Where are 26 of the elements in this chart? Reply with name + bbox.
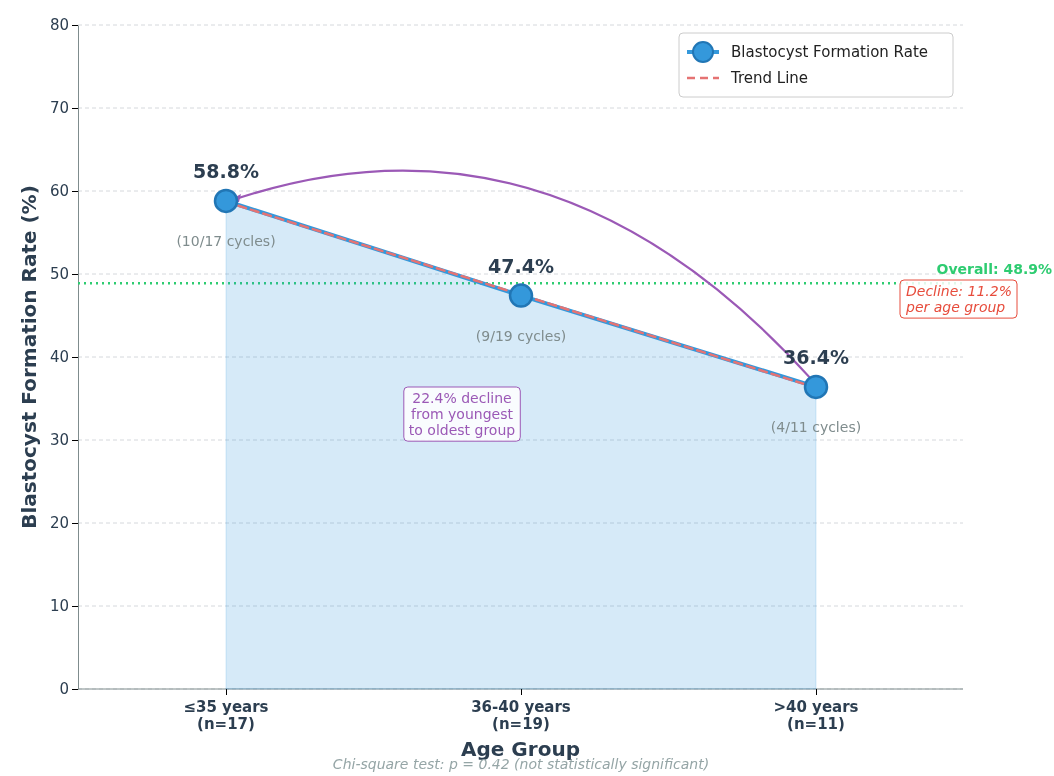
point xyxy=(508,283,534,308)
x-tick-label: >40 years (n=11) xyxy=(773,698,859,734)
annotation: (9/19 cycles) xyxy=(475,327,567,344)
y-tick-label: 50 xyxy=(49,265,69,284)
y-tick-label: 0 xyxy=(59,680,69,699)
ref-line-label: Overall: 48.9% xyxy=(936,261,1052,278)
annotation: (10/17 cycles) xyxy=(176,232,276,249)
data-label: 58.8% xyxy=(193,159,259,182)
point xyxy=(213,188,239,214)
y-tick-label: 20 xyxy=(49,514,69,533)
annotation: (4/11 cycles) xyxy=(770,418,862,435)
annotation: 22.4% decline from youngest to oldest group xyxy=(408,390,516,439)
y-tick-label: 60 xyxy=(49,182,69,201)
y-tick-label: 30 xyxy=(49,431,69,450)
y-tick-label: 70 xyxy=(49,99,69,118)
y-tick-label: 10 xyxy=(49,597,69,616)
point xyxy=(803,374,829,400)
y-tick-label: 40 xyxy=(49,348,69,367)
x-tick-label: 36-40 years (n=19) xyxy=(471,698,571,734)
legend-label: Trend Line xyxy=(730,69,809,87)
legend-label: Blastocyst Formation Rate xyxy=(731,43,928,61)
annotation: Decline: 11.2% per age group xyxy=(905,283,1012,316)
y-axis-title: Blastocyst Formation Rate (%) xyxy=(17,185,41,529)
x-tick-label: ≤35 years (n=17) xyxy=(183,698,269,734)
data-label: 47.4% xyxy=(488,254,554,277)
y-tick-label: 80 xyxy=(49,16,69,35)
